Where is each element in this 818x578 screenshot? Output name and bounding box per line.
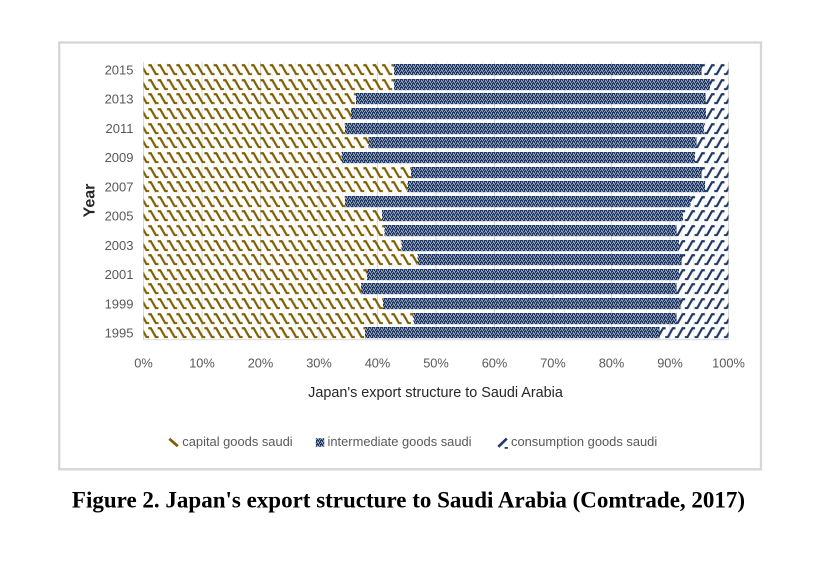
svg-text:2007: 2007 — [105, 179, 134, 194]
svg-text:1999: 1999 — [105, 296, 134, 311]
svg-text:100%: 100% — [712, 356, 745, 371]
svg-text:30%: 30% — [306, 356, 332, 371]
svg-text:capital goods saudi: capital goods saudi — [182, 434, 292, 449]
svg-text:90%: 90% — [657, 356, 683, 371]
svg-text:intermediate goods saudi: intermediate goods saudi — [328, 434, 472, 449]
svg-text:40%: 40% — [365, 356, 391, 371]
svg-text:80%: 80% — [599, 356, 625, 371]
svg-text:2015: 2015 — [105, 62, 134, 77]
svg-text:50%: 50% — [423, 356, 449, 371]
svg-text:1995: 1995 — [105, 326, 134, 341]
svg-text:2009: 2009 — [105, 150, 134, 165]
svg-text:2005: 2005 — [105, 209, 134, 224]
svg-text:2011: 2011 — [106, 121, 134, 136]
svg-text:2001: 2001 — [105, 267, 134, 282]
svg-text:Year: Year — [82, 184, 99, 218]
svg-text:Figure 2. Japan's export struc: Figure 2. Japan's export structure to Sa… — [72, 488, 745, 513]
svg-text:2003: 2003 — [105, 238, 134, 253]
svg-text:0%: 0% — [134, 356, 153, 371]
svg-text:20%: 20% — [248, 356, 274, 371]
svg-text:2013: 2013 — [105, 92, 134, 107]
svg-text:10%: 10% — [189, 356, 215, 371]
svg-text:70%: 70% — [540, 356, 566, 371]
svg-text:Japan's export structure to Sa: Japan's export structure to Saudi Arabia — [308, 385, 563, 401]
svg-text:consumption goods saudi: consumption goods saudi — [511, 434, 657, 449]
svg-text:60%: 60% — [482, 356, 508, 371]
